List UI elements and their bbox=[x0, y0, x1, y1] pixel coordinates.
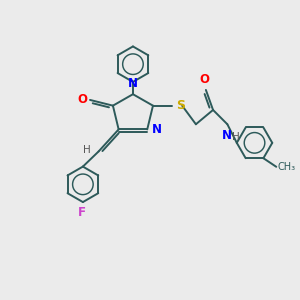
Text: H: H bbox=[83, 145, 91, 155]
Text: N: N bbox=[222, 129, 232, 142]
Text: H: H bbox=[232, 132, 240, 142]
Text: O: O bbox=[200, 74, 209, 86]
Text: N: N bbox=[128, 77, 138, 90]
Text: O: O bbox=[78, 93, 88, 106]
Text: S: S bbox=[176, 99, 185, 112]
Text: CH₃: CH₃ bbox=[278, 162, 296, 172]
Text: N: N bbox=[152, 123, 162, 136]
Text: F: F bbox=[77, 206, 86, 219]
